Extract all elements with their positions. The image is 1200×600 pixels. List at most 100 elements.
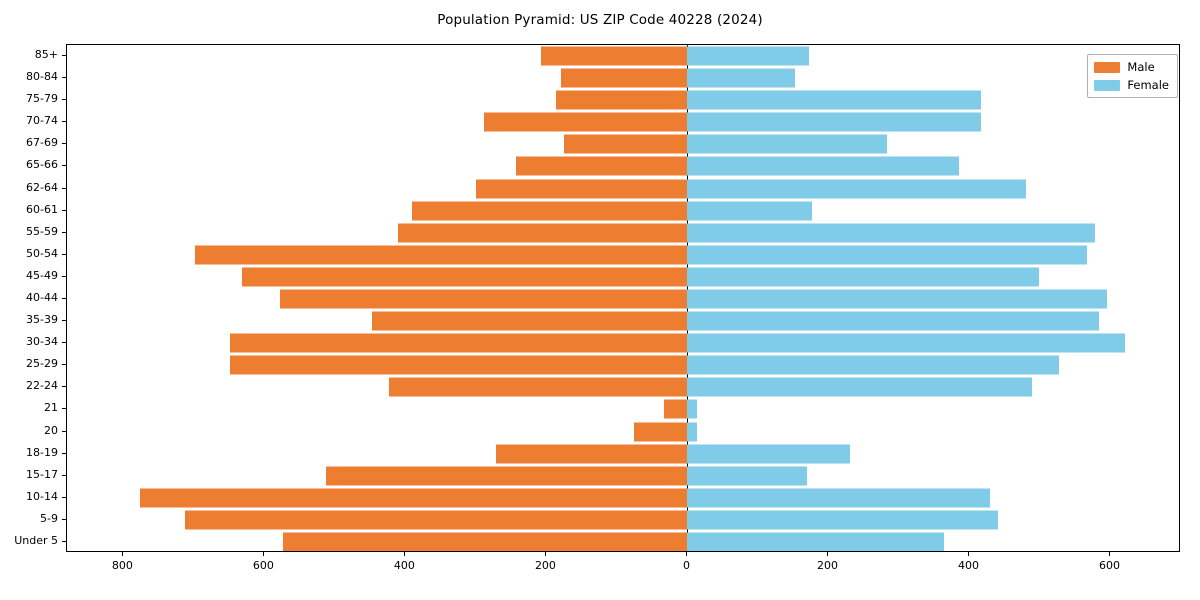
y-axis-label-62-64: 62-64 bbox=[26, 180, 58, 194]
y-axis-tick bbox=[62, 77, 66, 79]
bar-female-30-34 bbox=[687, 333, 1126, 353]
bar-female-under-5 bbox=[687, 532, 945, 551]
bar-male-20 bbox=[633, 422, 688, 441]
y-axis-tick bbox=[62, 540, 66, 542]
legend-swatch-female bbox=[1094, 79, 1121, 91]
x-axis-tick bbox=[686, 552, 688, 556]
bar-female-5-9 bbox=[687, 510, 999, 530]
pyramid-row bbox=[67, 443, 1179, 465]
pyramid-row bbox=[67, 89, 1179, 111]
pyramid-row bbox=[67, 465, 1179, 487]
pyramid-row bbox=[67, 200, 1179, 222]
y-axis-label-25-29: 25-29 bbox=[26, 357, 58, 371]
x-axis-label-200-3: 200 bbox=[534, 559, 556, 572]
pyramid-row bbox=[67, 266, 1179, 288]
y-axis-label-60-61: 60-61 bbox=[26, 202, 58, 216]
bar-female-67-69 bbox=[687, 134, 887, 154]
y-axis-tick bbox=[62, 430, 66, 432]
pyramid-row bbox=[67, 133, 1179, 155]
bar-male-85- bbox=[540, 46, 688, 66]
plot-area bbox=[66, 44, 1180, 552]
pyramid-row bbox=[67, 376, 1179, 398]
bar-male-60-61 bbox=[412, 201, 688, 221]
y-axis-label-35-39: 35-39 bbox=[26, 313, 58, 327]
legend-item-male[interactable]: Male bbox=[1094, 60, 1169, 74]
pyramid-row bbox=[67, 67, 1179, 89]
pyramid-row bbox=[67, 111, 1179, 133]
pyramid-row bbox=[67, 531, 1179, 551]
bar-male-67-69 bbox=[564, 134, 688, 154]
bar-male-22-24 bbox=[389, 377, 688, 397]
bar-female-35-39 bbox=[687, 311, 1100, 331]
y-axis-label-15-17: 15-17 bbox=[26, 467, 58, 481]
y-axis-tick bbox=[62, 364, 66, 366]
x-axis-tick bbox=[545, 552, 547, 556]
pyramid-row bbox=[67, 398, 1179, 420]
y-axis-tick bbox=[62, 253, 66, 255]
bar-male-70-74 bbox=[483, 112, 688, 132]
bar-male-65-66 bbox=[516, 156, 688, 176]
pyramid-row bbox=[67, 288, 1179, 310]
bar-female-45-49 bbox=[687, 267, 1039, 287]
x-axis-label-800-0: 800 bbox=[111, 559, 133, 572]
bar-female-70-74 bbox=[687, 112, 982, 132]
bar-male-80-84 bbox=[560, 68, 688, 88]
bar-female-80-84 bbox=[687, 68, 795, 88]
y-axis-label-40-44: 40-44 bbox=[26, 291, 58, 304]
y-axis-label-45-49: 45-49 bbox=[26, 268, 58, 282]
y-axis-label-18-19: 18-19 bbox=[26, 445, 58, 459]
plot-inner bbox=[67, 45, 1179, 551]
bar-female-10-14 bbox=[687, 488, 990, 508]
legend-swatch-male bbox=[1094, 61, 1121, 73]
pyramid-row bbox=[67, 178, 1179, 200]
bar-female-20 bbox=[687, 422, 697, 441]
x-axis-tick bbox=[1109, 552, 1111, 556]
x-axis-label-600-1: 600 bbox=[252, 559, 274, 572]
bar-female-18-19 bbox=[687, 444, 850, 464]
bar-male-18-19 bbox=[495, 444, 688, 464]
y-axis-tick bbox=[62, 342, 66, 344]
pyramid-row bbox=[67, 222, 1179, 244]
x-axis-label-400-6: 400 bbox=[957, 559, 979, 572]
y-axis-label-10-14: 10-14 bbox=[26, 489, 58, 503]
y-axis-label-20: 20 bbox=[44, 423, 58, 437]
bar-male-45-49 bbox=[241, 267, 688, 287]
x-axis-label-200-5: 200 bbox=[816, 559, 838, 572]
bar-male-75-79 bbox=[555, 90, 688, 110]
y-axis-tick bbox=[62, 386, 66, 388]
pyramid-row bbox=[67, 354, 1179, 376]
pyramid-row bbox=[67, 155, 1179, 177]
bar-male-50-54 bbox=[195, 245, 688, 265]
y-axis-tick bbox=[62, 452, 66, 454]
y-axis-tick bbox=[62, 165, 66, 167]
y-axis-label-30-34: 30-34 bbox=[26, 335, 58, 349]
y-axis-label-67-69: 67-69 bbox=[26, 136, 58, 150]
pyramid-row bbox=[67, 332, 1179, 354]
bar-male-25-29 bbox=[229, 355, 688, 375]
pyramid-row bbox=[67, 310, 1179, 332]
bar-female-60-61 bbox=[687, 201, 813, 221]
legend-item-female[interactable]: Female bbox=[1094, 78, 1169, 92]
bar-female-15-17 bbox=[687, 466, 807, 486]
bar-female-40-44 bbox=[687, 289, 1107, 309]
bar-female-50-54 bbox=[687, 245, 1088, 265]
y-axis-tick bbox=[62, 99, 66, 101]
bar-male-5-9 bbox=[185, 510, 688, 530]
y-axis-tick bbox=[62, 231, 66, 233]
x-axis-tick bbox=[968, 552, 970, 556]
x-axis-tick bbox=[122, 552, 124, 556]
y-axis-label-5-9: 5-9 bbox=[40, 511, 58, 525]
y-axis-tick bbox=[62, 496, 66, 498]
y-axis-tick bbox=[62, 298, 66, 299]
x-axis-tick bbox=[827, 552, 829, 556]
bar-male-62-64 bbox=[475, 179, 688, 199]
bar-male-30-34 bbox=[229, 333, 688, 353]
y-axis-tick bbox=[62, 408, 66, 410]
bar-male-55-59 bbox=[398, 223, 688, 243]
y-axis-tick bbox=[62, 121, 66, 123]
x-axis-label-400-2: 400 bbox=[393, 559, 415, 572]
bar-female-55-59 bbox=[687, 223, 1095, 243]
y-axis-label-50-54: 50-54 bbox=[26, 246, 58, 260]
y-axis-label-21: 21 bbox=[44, 401, 58, 415]
